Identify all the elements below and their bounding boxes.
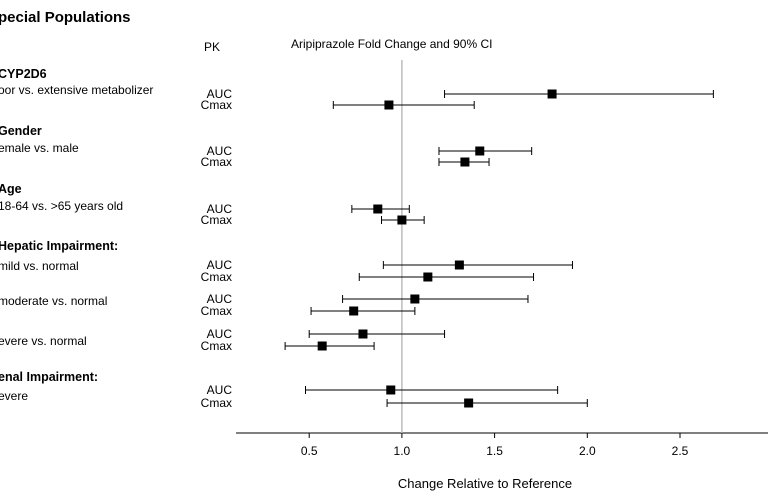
point-estimate — [397, 215, 407, 225]
x-tick-label: 2.0 — [579, 444, 596, 458]
pk-label: AUC — [207, 327, 233, 341]
point-estimate — [358, 329, 368, 339]
subgroup-label: 18-64 vs. >65 years old — [0, 199, 123, 213]
subgroup-label: moderate vs. normal — [0, 294, 107, 308]
point-estimate — [475, 146, 485, 156]
pk-label: AUC — [207, 202, 233, 216]
subgroup-label: mild vs. normal — [0, 259, 79, 273]
pk-label: Cmax — [201, 213, 232, 227]
point-estimate — [547, 89, 557, 99]
chart-title: pecial Populations — [0, 9, 131, 26]
x-axis-label: Change Relative to Reference — [398, 476, 572, 491]
point-estimate — [349, 306, 359, 316]
point-estimate — [423, 272, 433, 282]
group-label: Gender — [0, 124, 42, 138]
group-label: CYP2D6 — [0, 67, 47, 81]
x-tick-label: 2.5 — [672, 444, 689, 458]
subgroup-label: evere vs. normal — [0, 334, 87, 348]
pk-label: Cmax — [201, 270, 232, 284]
pk-header: PK — [204, 40, 220, 54]
group-label: enal Impairment: — [0, 370, 98, 384]
pk-label: AUC — [207, 292, 233, 306]
subgroup-label: oor vs. extensive metabolizer — [0, 83, 153, 97]
pk-label: AUC — [207, 87, 233, 101]
x-tick-label: 1.5 — [486, 444, 503, 458]
pk-label: AUC — [207, 144, 233, 158]
point-estimate — [454, 260, 464, 270]
point-estimate — [384, 100, 394, 110]
pk-label: AUC — [207, 258, 233, 272]
pk-label: Cmax — [201, 155, 232, 169]
subgroup-label: evere — [0, 389, 28, 403]
point-estimate — [460, 157, 470, 167]
pk-label: Cmax — [201, 304, 232, 318]
point-estimate — [410, 294, 420, 304]
x-tick-label: 1.0 — [394, 444, 411, 458]
point-estimate — [373, 204, 383, 214]
pk-label: AUC — [207, 383, 233, 397]
x-tick-label: 0.5 — [301, 444, 318, 458]
point-estimate — [464, 398, 474, 408]
pk-label: Cmax — [201, 339, 232, 353]
point-estimate — [386, 385, 396, 395]
pk-label: Cmax — [201, 396, 232, 410]
point-estimate — [317, 341, 327, 351]
subgroup-label: emale vs. male — [0, 141, 79, 155]
plot-header: Aripiprazole Fold Change and 90% CI — [291, 37, 492, 51]
group-label: Hepatic Impairment: — [0, 239, 118, 253]
group-label: Age — [0, 182, 22, 196]
pk-label: Cmax — [201, 98, 232, 112]
